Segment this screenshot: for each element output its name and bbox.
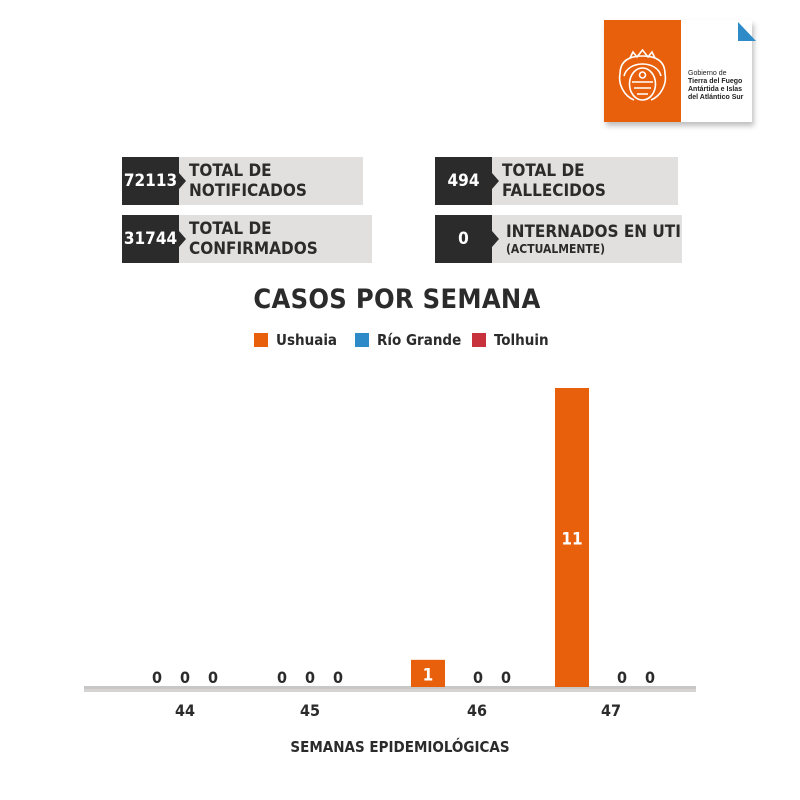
stat-value: 494 xyxy=(435,157,499,205)
corner-triangle-icon xyxy=(738,22,756,41)
legend-item-rio-grande: Río Grande xyxy=(355,331,461,349)
stat-total-fallecidos: 494 TOTAL DE FALLECIDOS xyxy=(435,157,678,205)
stat-label: TOTAL DE NOTIFICADOS xyxy=(179,157,363,205)
stat-label: INTERNADOS EN UTI (ACTUALMENTE) xyxy=(492,215,682,263)
bar-ushuaia-46 xyxy=(411,659,445,687)
x-tick-label: 46 xyxy=(467,701,487,720)
stat-internados-uti: 0 INTERNADOS EN UTI (ACTUALMENTE) xyxy=(435,215,682,263)
data-label: 0 xyxy=(180,668,190,687)
legend-item-ushuaia: Ushuaia xyxy=(254,331,337,349)
stat-value: 72113 xyxy=(122,157,186,205)
legend-swatch xyxy=(254,333,268,347)
stat-value: 0 xyxy=(435,215,499,263)
data-label: 0 xyxy=(305,668,315,687)
chart-title: CASOS POR SEMANA xyxy=(253,284,541,315)
data-label: 0 xyxy=(208,668,218,687)
chart-legend: Ushuaia Río Grande Tolhuin xyxy=(0,331,800,353)
legend-label: Ushuaia xyxy=(276,331,338,349)
stat-label-main: INTERNADOS EN UTI xyxy=(506,221,681,242)
logo-line-2: Tierra del Fuego xyxy=(688,78,743,85)
logo-text: Gobierno de Tierra del Fuego Antártida e… xyxy=(688,70,758,102)
stat-total-notificados: 72113 TOTAL DE NOTIFICADOS xyxy=(122,157,363,205)
stat-label: TOTAL DE CONFIRMADOS xyxy=(179,215,372,263)
baseline-shadow xyxy=(84,688,696,692)
stat-label: TOTAL DE FALLECIDOS xyxy=(492,157,678,205)
logo-line-1: Gobierno de xyxy=(688,70,727,77)
legend-label: Tolhuin xyxy=(494,331,549,349)
legend-label: Río Grande xyxy=(377,331,462,349)
logo-card: Gobierno de Tierra del Fuego Antártida e… xyxy=(604,20,752,122)
data-label: 0 xyxy=(501,668,511,687)
stat-value: 31744 xyxy=(122,215,186,263)
data-label: 11 xyxy=(561,530,582,550)
stat-total-confirmados: 31744 TOTAL DE CONFIRMADOS xyxy=(122,215,372,263)
stat-label-sub: (ACTUALMENTE) xyxy=(506,241,606,256)
data-label: 1 xyxy=(423,665,434,685)
logo-line-3: Antártida e Islas xyxy=(688,86,743,93)
x-tick-label: 45 xyxy=(300,701,320,720)
data-label: 0 xyxy=(277,668,287,687)
coat-of-arms-icon xyxy=(618,48,667,101)
data-label: 0 xyxy=(645,668,655,687)
x-axis-line xyxy=(84,686,696,689)
x-tick-label: 44 xyxy=(175,701,195,720)
legend-swatch xyxy=(472,333,486,347)
logo-line-4: del Atlántico Sur xyxy=(688,94,744,101)
x-tick-label: 47 xyxy=(601,701,621,720)
data-label: 0 xyxy=(152,668,162,687)
legend-item-tolhuin: Tolhuin xyxy=(472,331,549,349)
government-logo: Gobierno de Tierra del Fuego Antártida e… xyxy=(604,20,756,128)
data-label: 0 xyxy=(333,668,343,687)
data-label: 0 xyxy=(473,668,483,687)
x-axis-title: SEMANAS EPIDEMIOLÓGICAS xyxy=(290,738,510,756)
legend-swatch xyxy=(355,333,369,347)
bar-ushuaia-47 xyxy=(555,388,589,687)
data-label: 0 xyxy=(617,668,627,687)
logo-emblem-panel xyxy=(604,20,681,122)
